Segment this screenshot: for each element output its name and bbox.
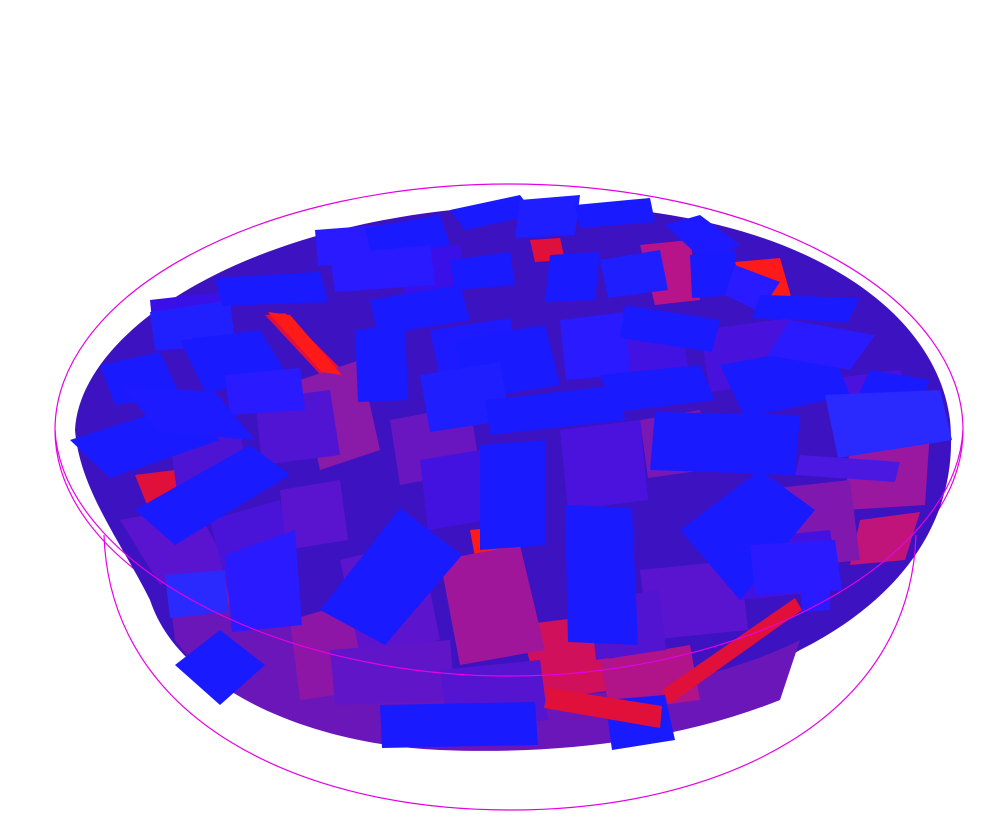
edge-on-rods [268,312,802,728]
container-front-rim-upper [54,429,964,677]
top-plates [70,195,952,750]
container-bottom-rim [103,534,917,811]
